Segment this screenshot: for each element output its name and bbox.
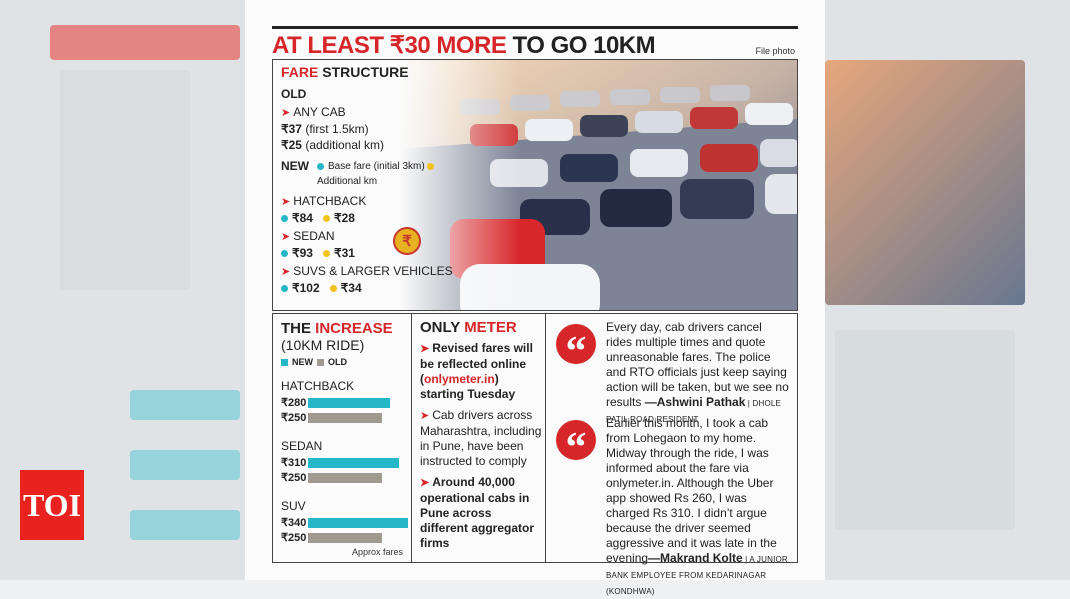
- meter-point-2: ➤ Cab drivers across Maharashtra, includi…: [420, 408, 542, 468]
- cyan-dot-icon: [281, 215, 288, 223]
- quotes-column: “ Every day, cab drivers cancel rides mu…: [554, 320, 794, 596]
- cyan-dot-icon: [281, 250, 288, 258]
- bar-row: ₹340: [281, 515, 421, 530]
- legend-new-swatch: [281, 358, 288, 366]
- cyan-dot-icon: [317, 162, 324, 170]
- quote-mark-icon: “: [556, 324, 596, 375]
- bar-new: [308, 457, 400, 468]
- only-meter-title: ONLY METER: [420, 319, 517, 336]
- photo-credit: File photo: [755, 46, 795, 56]
- chart-legend: NEW OLD: [281, 357, 421, 367]
- quote-mark-icon: “: [556, 420, 596, 471]
- increase-subtitle: (10KM RIDE): [281, 337, 365, 353]
- bar-old: [308, 412, 382, 423]
- fare-structure: FARE STRUCTURE OLD ➤ ANY CAB ₹37 (first 1…: [281, 64, 471, 296]
- headline-dark: TO GO 10KM: [506, 32, 656, 59]
- increase-title: THE INCREASE: [281, 320, 393, 337]
- blurred-background-right: [825, 0, 1070, 580]
- vehicle-hatchback: ➤ HATCHBACK ₹84 ₹28: [281, 194, 367, 225]
- arrow-icon: ➤: [420, 343, 430, 355]
- bar-value-label: ₹310: [281, 457, 307, 469]
- fare-title: FARE STRUCTURE: [281, 64, 409, 80]
- arrow-icon: ➤: [281, 231, 291, 243]
- arrow-icon: ➤: [281, 107, 291, 119]
- vehicle-suv: ➤ SUVS & LARGER VEHICLES ₹102 ₹34: [281, 264, 453, 295]
- yellow-dot-icon: [329, 285, 337, 293]
- bar-group: SUV ₹340 ₹250: [281, 499, 421, 545]
- arrow-icon: ➤: [281, 196, 291, 208]
- legend-old-swatch: [317, 358, 324, 366]
- toi-logo: TOI: [20, 470, 84, 540]
- bar-value-label: ₹250: [281, 532, 307, 544]
- bar-group: HATCHBACK ₹280 ₹250: [281, 379, 421, 425]
- fare-structure-box: [272, 59, 798, 311]
- parked-cars-photo: [400, 59, 798, 311]
- column-divider: [545, 313, 546, 563]
- yellow-dot-icon: [323, 215, 330, 223]
- bar-new: [308, 517, 408, 528]
- bar-value-label: ₹340: [281, 517, 307, 529]
- bar-row: ₹250: [281, 410, 421, 425]
- onlymeter-link[interactable]: onlymeter.in: [424, 372, 495, 386]
- bar-old: [308, 532, 382, 543]
- any-cab-row: ➤ ANY CAB: [281, 105, 346, 119]
- bar-new: [308, 397, 391, 408]
- quote-2: “ Earlier this month, I took a cab from …: [554, 416, 794, 596]
- bar-category-label: HATCHBACK: [281, 379, 355, 393]
- bar-value-label: ₹280: [281, 397, 307, 409]
- bar-value-label: ₹250: [281, 412, 307, 424]
- bar-category-label: SUV: [281, 499, 306, 513]
- lower-box: [272, 313, 798, 563]
- bar-group: SEDAN ₹310 ₹250: [281, 439, 421, 485]
- rupee-coin-icon: ₹: [393, 227, 421, 255]
- bar-category-label: SEDAN: [281, 439, 323, 453]
- bar-value-label: ₹250: [281, 472, 307, 484]
- yellow-dot-icon: [323, 250, 330, 258]
- yellow-dot-icon: [427, 162, 435, 170]
- only-meter-column: ONLY METER ➤ Revised fares will be reflec…: [420, 320, 542, 557]
- quote-1: “ Every day, cab drivers cancel rides mu…: [554, 320, 794, 424]
- column-divider: [411, 313, 412, 563]
- increase-chart: THE INCREASE (10KM RIDE) NEW OLD HATCHBAC…: [281, 320, 421, 545]
- old-label: OLD: [281, 87, 307, 101]
- arrow-icon: ➤: [420, 410, 430, 422]
- cyan-dot-icon: [281, 285, 288, 293]
- meter-point-1: ➤ Revised fares will be reflected online …: [420, 341, 533, 401]
- meter-point-3: ➤ Around 40,000 operational cabs in Pune …: [420, 475, 535, 550]
- arrow-icon: ➤: [420, 477, 430, 489]
- vehicle-sedan: ➤ SEDAN ₹93 ₹31: [281, 229, 355, 260]
- top-rule: [272, 26, 798, 29]
- bar-row: ₹280: [281, 395, 421, 410]
- bar-old: [308, 472, 382, 483]
- bar-row: ₹250: [281, 530, 421, 545]
- old-first-fare: ₹37 (first 1.5km): [281, 122, 369, 136]
- headline-red: AT LEAST ₹30 MORE: [272, 32, 507, 59]
- cars-illustration: [400, 59, 798, 311]
- old-add-fare: ₹25 (additional km): [281, 138, 385, 152]
- bar-row: ₹310: [281, 455, 421, 470]
- headline: AT LEAST ₹30 MORE TO GO 10KM: [272, 31, 656, 60]
- new-legend: NEW Base fare (initial 3km) Additional k…: [281, 159, 471, 189]
- bar-row: ₹250: [281, 470, 421, 485]
- approx-note: Approx fares: [352, 547, 404, 557]
- arrow-icon: ➤: [281, 266, 291, 278]
- bar-groups: HATCHBACK ₹280 ₹250 SEDAN ₹310 ₹250 SUV ₹340 ₹25…: [281, 379, 421, 545]
